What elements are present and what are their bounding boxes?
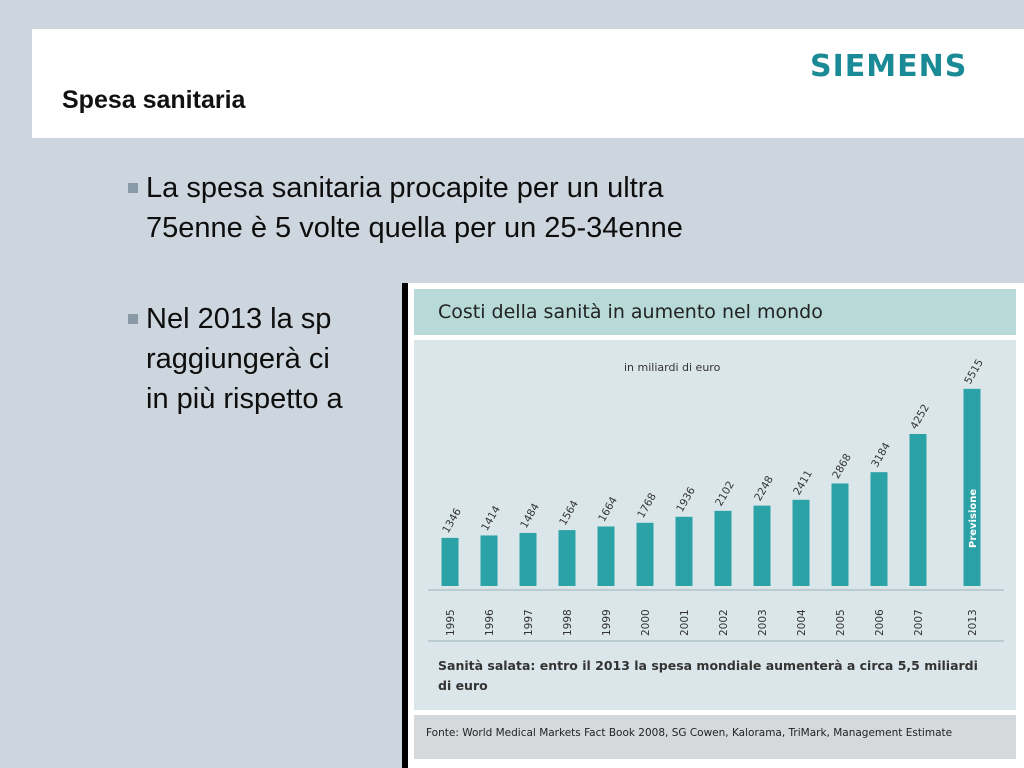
x-tick-2006: 2006 [874, 609, 886, 636]
bullet-line: raggiungerà ci [146, 343, 330, 375]
value-label-1997: 1484 [518, 501, 542, 530]
value-label-1995: 1346 [440, 506, 464, 535]
forecast-annotation: Previsione [968, 489, 979, 548]
bar-1999 [597, 526, 615, 586]
caption-line: di euro [438, 678, 488, 693]
slide-title: Spesa sanitaria [62, 86, 246, 114]
value-label-1999: 1664 [596, 495, 620, 524]
bullet-line: 75enne è 5 volte quella per un 25-34enne [146, 212, 683, 244]
bar-2007 [909, 433, 927, 586]
bullet-text: La spesa sanitaria procapite per un ultr… [146, 168, 928, 248]
x-tick-2003: 2003 [757, 609, 769, 636]
value-label-2002: 2102 [713, 479, 737, 508]
bar-2013 [963, 388, 981, 586]
bar-2004 [792, 499, 810, 586]
value-label-1996: 1414 [479, 504, 503, 533]
bar-2002 [714, 510, 732, 586]
unit-label: in miliardi di euro [624, 361, 721, 374]
chart-figure: Costi della sanità in aumento nel mondo … [402, 283, 1024, 768]
x-tick-2000: 2000 [640, 609, 652, 636]
bullet-line: in più rispetto a [146, 383, 343, 415]
bullet-item: La spesa sanitaria procapite per un ultr… [128, 168, 928, 248]
bar-chart: in miliardi di euro 1346 1995 1414 1996 1484 1… [428, 357, 1004, 642]
bullet-square-icon [128, 183, 138, 193]
bar-1998 [558, 530, 576, 586]
bar-1997 [519, 532, 537, 586]
chart-body: in miliardi di euro 1346 1995 1414 1996 1484 1… [414, 340, 1016, 710]
x-tick-1998: 1998 [562, 609, 574, 636]
x-tick-2005: 2005 [835, 609, 847, 636]
x-tick-2001: 2001 [679, 609, 691, 636]
chart-footer: Fonte: World Medical Markets Fact Book 2… [414, 715, 1016, 759]
chart-header: Costi della sanità in aumento nel mondo [414, 289, 1016, 335]
value-label-2000: 1768 [635, 491, 659, 520]
x-tick-2002: 2002 [718, 609, 730, 636]
caption-line: Sanità salata: entro il 2013 la spesa mo… [438, 658, 978, 673]
x-tick-1997: 1997 [523, 609, 535, 636]
bullet-line: La spesa sanitaria procapite per un ultr… [146, 172, 664, 204]
value-label-2005: 2868 [830, 452, 854, 481]
slide-header: Spesa sanitaria SIEMENS [32, 29, 1024, 138]
value-label-2006: 3184 [869, 440, 893, 469]
bullet-text: Nel 2013 la sp raggiungerà ci in più ris… [146, 299, 928, 419]
bar-2001 [675, 516, 693, 586]
x-tick-2013: 2013 [967, 609, 979, 636]
value-label-2013: 5515 [962, 357, 986, 386]
chart-caption: Sanità salata: entro il 2013 la spesa mo… [438, 656, 1008, 696]
bullet-item: Nel 2013 la sp raggiungerà ci in più ris… [128, 299, 928, 419]
bullet-square-icon [128, 314, 138, 324]
x-tick-1999: 1999 [601, 609, 613, 636]
x-tick-2004: 2004 [796, 609, 808, 636]
value-label-1998: 1564 [557, 498, 581, 527]
bar-1996 [480, 535, 498, 586]
x-tick-1995: 1995 [445, 609, 457, 636]
value-label-2007: 4252 [908, 402, 932, 431]
bar-2000 [636, 522, 654, 586]
chart-title: Costi della sanità in aumento nel mondo [438, 301, 823, 323]
value-label-2003: 2248 [752, 474, 776, 503]
value-label-2001: 1936 [674, 485, 698, 514]
bar-2003 [753, 505, 771, 586]
value-label-2004: 2411 [791, 468, 815, 497]
siemens-logo: SIEMENS [810, 49, 968, 84]
bar-2005 [831, 483, 849, 586]
bar-2006 [870, 472, 888, 586]
x-tick-2007: 2007 [913, 609, 925, 636]
x-tick-1996: 1996 [484, 609, 496, 636]
chart-source: Fonte: World Medical Markets Fact Book 2… [426, 727, 953, 739]
bullet-list: La spesa sanitaria procapite per un ultr… [128, 168, 928, 470]
bullet-line: Nel 2013 la sp [146, 303, 332, 335]
bar-1995 [441, 537, 459, 586]
